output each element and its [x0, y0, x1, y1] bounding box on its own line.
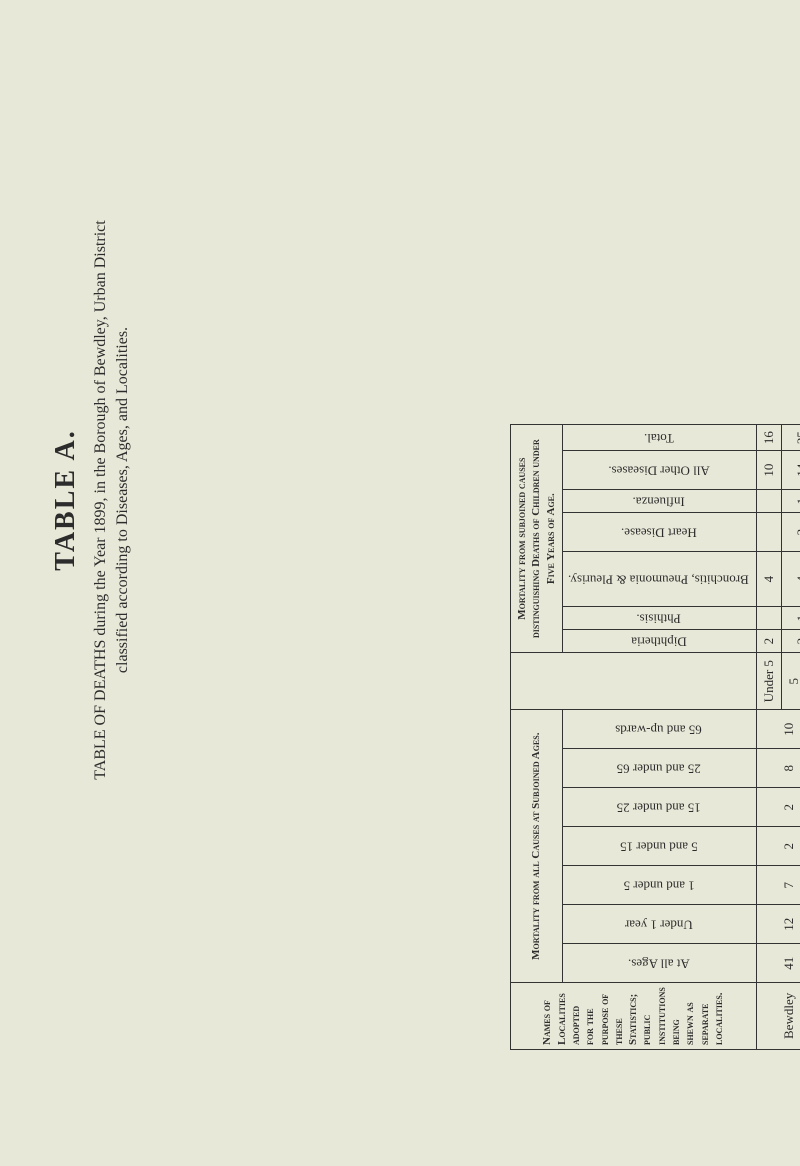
cell: 1 [781, 607, 800, 630]
cell: 2 [756, 630, 781, 653]
split-col-header [511, 653, 757, 710]
age-col-15-25: 15 and under 25 [562, 788, 756, 827]
cause-col-diphtheria: Diphtheria [562, 630, 756, 653]
age-col-1-5: 1 and under 5 [562, 866, 756, 905]
mortality-table: Names of Localities adopted for the purp… [510, 424, 800, 1050]
cell: 4 [781, 552, 800, 607]
cause-col-influenza: Influenza. [562, 490, 756, 513]
cause-col-bronchitis: Bronchitis, Pneumonia & Pleurisy. [562, 552, 756, 607]
title-block: TABLE A. TABLE OF DEATHS during the Year… [50, 100, 135, 900]
split-label: 5 upwards [781, 653, 800, 710]
cell: 3 [781, 513, 800, 552]
ages-section-header: Mortality from all Causes at Subjoined A… [511, 710, 563, 983]
cause-col-phthisis: Phthisis. [562, 607, 756, 630]
cell: 10 [756, 451, 781, 490]
cell: 10 [756, 710, 800, 749]
cell: 8 [756, 749, 800, 788]
cell: 14 [781, 451, 800, 490]
cause-col-other: All Other Diseases. [562, 451, 756, 490]
cell: 16 [756, 425, 781, 451]
cell: 7 [756, 866, 800, 905]
cell: 2 [756, 827, 800, 866]
table-container: Names of Localities adopted for the purp… [510, 424, 800, 1050]
causes-section-header: Mortality from subjoined causes distingu… [511, 425, 563, 653]
table-title: TABLE A. [50, 100, 82, 900]
cell: 2 [781, 630, 800, 653]
age-col-u1: Under 1 year [562, 905, 756, 944]
cell [756, 607, 781, 630]
cell [756, 513, 781, 552]
row-label-bewdley: Bewdley [756, 983, 800, 1050]
subtitle-2: classified according to Diseases, Ages, … [112, 100, 134, 900]
cell: 41 [756, 944, 800, 983]
age-col-5-15: 5 and under 15 [562, 827, 756, 866]
cause-col-total: Total. [562, 425, 756, 451]
cell: 25 [781, 425, 800, 451]
split-label: Under 5 [756, 653, 781, 710]
cell: 12 [756, 905, 800, 944]
age-col-25-65: 25 and under 65 [562, 749, 756, 788]
cell: 4 [756, 552, 781, 607]
cause-col-heart: Heart Disease. [562, 513, 756, 552]
age-col-65up: 65 and up-wards [562, 710, 756, 749]
age-col-all: At all Ages. [562, 944, 756, 983]
names-header: Names of Localities adopted for the purp… [511, 983, 757, 1050]
cell [756, 490, 781, 513]
subtitle-1: TABLE OF DEATHS during the Year 1899, in… [90, 100, 112, 900]
table-row: Bewdley 41 12 7 2 2 8 10 Under 5 2 4 10 … [756, 425, 781, 1050]
cell: 2 [756, 788, 800, 827]
cell: 1 [781, 490, 800, 513]
